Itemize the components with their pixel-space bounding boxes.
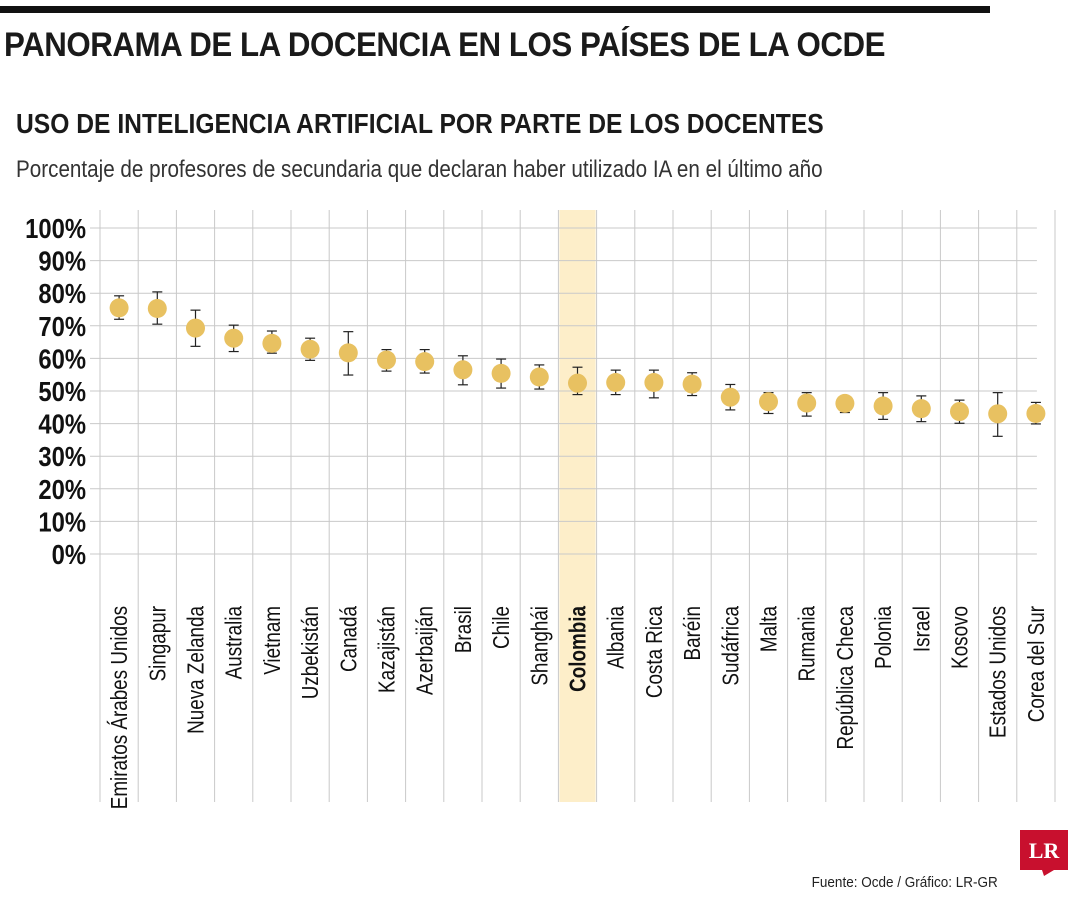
- data-point: [109, 298, 129, 318]
- data-point: [453, 360, 473, 380]
- x-category-label: Vietnam: [260, 606, 285, 675]
- x-category-label: Azerbaiján: [413, 606, 438, 695]
- x-category-label: Nueva Zelanda: [184, 606, 209, 734]
- x-category-label: Kazajistán: [375, 606, 400, 693]
- data-point: [835, 393, 855, 413]
- x-category-label: Polonia: [871, 606, 896, 669]
- x-category-label: Albania: [604, 606, 629, 669]
- x-category-label: Shanghái: [528, 606, 553, 686]
- data-point: [759, 392, 778, 412]
- data-point: [644, 373, 664, 393]
- x-category-label: Costa Rica: [642, 606, 667, 698]
- data-point: [911, 399, 931, 419]
- x-category-label: Australia: [222, 606, 247, 680]
- chart-title: USO DE INTELIGENCIA ARTIFICIAL POR PARTE…: [16, 108, 824, 139]
- x-category-label: Israel: [910, 606, 935, 652]
- data-point: [147, 299, 167, 319]
- data-point: [1026, 403, 1046, 423]
- y-tick-label: 100%: [25, 212, 86, 244]
- x-category-label: Emiratos Árabes Unidos: [107, 606, 132, 809]
- x-category-label: Estados Unidos: [986, 606, 1011, 738]
- data-point: [873, 396, 893, 416]
- x-category-label: Brasil: [451, 606, 476, 653]
- data-point: [491, 363, 511, 383]
- y-tick-label: 30%: [38, 440, 86, 472]
- x-category-label: Colombia: [566, 606, 591, 692]
- lr-logo-text: LR: [1029, 838, 1061, 863]
- lr-logo: LR: [1020, 830, 1068, 876]
- y-tick-label: 20%: [38, 473, 86, 505]
- x-category-label: Rumania: [795, 606, 820, 682]
- y-tick-label: 10%: [38, 506, 86, 538]
- x-category-label: Malta: [757, 606, 782, 652]
- y-tick-label: 70%: [38, 310, 86, 342]
- x-category-label: Uzbekistán: [298, 606, 323, 699]
- data-point: [606, 373, 626, 393]
- y-tick-label: 60%: [38, 343, 86, 375]
- data-point: [797, 393, 817, 413]
- data-point: [262, 333, 282, 353]
- page-headline: PANORAMA DE LA DOCENCIA EN LOS PAÍSES DE…: [4, 26, 886, 64]
- data-point: [377, 350, 396, 370]
- x-category-label: Sudáfrica: [719, 606, 744, 686]
- data-point: [988, 404, 1008, 424]
- source-note: Fuente: Ocde / Gráfico: LR-GR: [811, 874, 998, 891]
- x-category-label: Singapur: [146, 606, 171, 681]
- data-point: [529, 367, 549, 387]
- data-point: [300, 339, 320, 359]
- x-category-label: Kosovo: [948, 606, 973, 669]
- x-category-label: Baréin: [680, 606, 705, 660]
- x-category-label: República Checa: [833, 606, 858, 750]
- top-rule: [0, 6, 990, 13]
- y-tick-label: 0%: [52, 538, 86, 570]
- data-point: [186, 318, 205, 338]
- y-tick-label: 40%: [38, 408, 86, 440]
- data-point: [415, 352, 435, 372]
- data-point: [720, 387, 740, 407]
- y-tick-label: 80%: [38, 277, 86, 309]
- chart-subtitle: Porcentaje de profesores de secundaria q…: [16, 156, 823, 183]
- data-point: [682, 374, 702, 394]
- data-point: [224, 328, 244, 348]
- data-point: [338, 343, 358, 363]
- data-point: [950, 402, 969, 422]
- data-point: [568, 373, 587, 393]
- y-tick-label: 90%: [38, 245, 86, 277]
- x-category-label: Canadá: [337, 606, 362, 672]
- x-category-label: Corea del Sur: [1024, 606, 1049, 722]
- highlight-band: [559, 210, 596, 802]
- y-tick-label: 50%: [38, 375, 86, 407]
- x-category-label: Chile: [489, 606, 514, 649]
